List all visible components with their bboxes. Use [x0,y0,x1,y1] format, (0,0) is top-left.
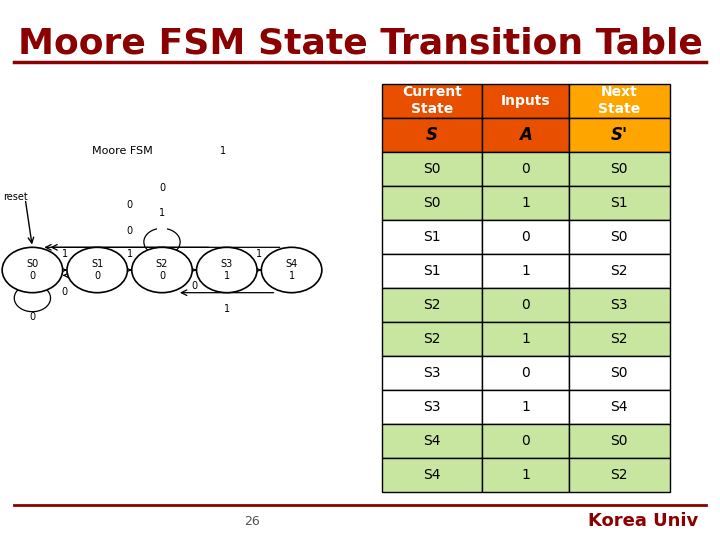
Text: 0: 0 [192,281,197,291]
Text: S0: S0 [611,162,628,176]
Text: Korea Univ: Korea Univ [588,512,698,530]
Circle shape [132,247,192,293]
FancyBboxPatch shape [482,458,569,492]
FancyBboxPatch shape [382,356,482,390]
FancyBboxPatch shape [482,322,569,356]
Text: 1: 1 [220,146,226,156]
FancyBboxPatch shape [569,254,670,288]
Text: S2: S2 [423,298,441,312]
FancyBboxPatch shape [382,118,482,152]
FancyBboxPatch shape [482,254,569,288]
Text: 0: 0 [521,298,530,312]
FancyBboxPatch shape [382,390,482,424]
FancyBboxPatch shape [569,356,670,390]
Text: S0: S0 [611,434,628,448]
Text: reset: reset [4,192,28,202]
Text: 0: 0 [521,434,530,448]
Text: Moore FSM State Transition Table: Moore FSM State Transition Table [17,27,703,61]
Text: S3: S3 [423,366,441,380]
Text: S0: S0 [611,366,628,380]
Text: Current
State: Current State [402,85,462,116]
Text: 1: 1 [62,249,68,259]
FancyBboxPatch shape [569,118,670,152]
Text: 1: 1 [521,196,530,210]
Text: 0: 0 [62,287,68,296]
Circle shape [261,247,322,293]
Text: S1: S1 [611,196,628,210]
Text: S2: S2 [611,332,628,346]
Text: Next
State: Next State [598,85,640,116]
FancyBboxPatch shape [482,356,569,390]
FancyBboxPatch shape [382,152,482,186]
Text: S0: S0 [423,162,441,176]
FancyBboxPatch shape [482,390,569,424]
FancyBboxPatch shape [482,84,569,118]
Text: 0: 0 [521,162,530,176]
FancyBboxPatch shape [382,424,482,458]
FancyBboxPatch shape [482,186,569,220]
Text: S2
0: S2 0 [156,259,168,281]
FancyBboxPatch shape [569,186,670,220]
FancyBboxPatch shape [569,84,670,118]
Text: S: S [426,126,438,144]
Text: 1: 1 [521,400,530,414]
Text: 0: 0 [521,366,530,380]
Text: S4
1: S4 1 [285,259,298,281]
FancyBboxPatch shape [569,424,670,458]
Text: S4: S4 [423,468,441,482]
FancyBboxPatch shape [382,322,482,356]
Text: S4: S4 [423,434,441,448]
Text: A: A [519,126,532,144]
Text: 1: 1 [256,249,262,259]
FancyBboxPatch shape [482,118,569,152]
Text: 1: 1 [521,468,530,482]
Text: S2: S2 [423,332,441,346]
Text: Moore FSM: Moore FSM [92,146,153,156]
Text: 0: 0 [159,183,165,193]
Text: Inputs: Inputs [501,94,550,107]
FancyBboxPatch shape [482,152,569,186]
FancyBboxPatch shape [569,152,670,186]
Text: 0: 0 [127,226,132,236]
Circle shape [67,247,127,293]
FancyBboxPatch shape [482,220,569,254]
FancyBboxPatch shape [382,288,482,322]
FancyBboxPatch shape [382,220,482,254]
FancyBboxPatch shape [482,288,569,322]
Text: S1: S1 [423,230,441,244]
FancyBboxPatch shape [569,390,670,424]
Text: S2: S2 [611,468,628,482]
Text: S3: S3 [423,400,441,414]
Text: 0: 0 [127,199,132,210]
Text: S0: S0 [611,230,628,244]
Circle shape [2,247,63,293]
FancyBboxPatch shape [382,458,482,492]
Text: 1: 1 [127,249,132,259]
FancyBboxPatch shape [569,220,670,254]
FancyBboxPatch shape [569,458,670,492]
Text: S3: S3 [611,298,628,312]
Text: S': S' [611,126,628,144]
FancyBboxPatch shape [482,424,569,458]
Circle shape [197,247,257,293]
FancyBboxPatch shape [382,186,482,220]
Text: S3
1: S3 1 [220,259,233,281]
Text: 1: 1 [521,264,530,278]
Text: S2: S2 [611,264,628,278]
Text: 1: 1 [224,304,230,314]
Text: 0: 0 [521,230,530,244]
FancyBboxPatch shape [569,288,670,322]
Text: 1: 1 [159,207,165,218]
Text: 26: 26 [244,515,260,528]
Text: 0: 0 [30,312,35,322]
Text: S4: S4 [611,400,628,414]
Text: 1: 1 [521,332,530,346]
FancyBboxPatch shape [569,322,670,356]
FancyBboxPatch shape [382,254,482,288]
Text: S0: S0 [423,196,441,210]
Text: S0
0: S0 0 [26,259,39,281]
Text: S1: S1 [423,264,441,278]
Text: S1
0: S1 0 [91,259,104,281]
FancyBboxPatch shape [382,84,482,118]
